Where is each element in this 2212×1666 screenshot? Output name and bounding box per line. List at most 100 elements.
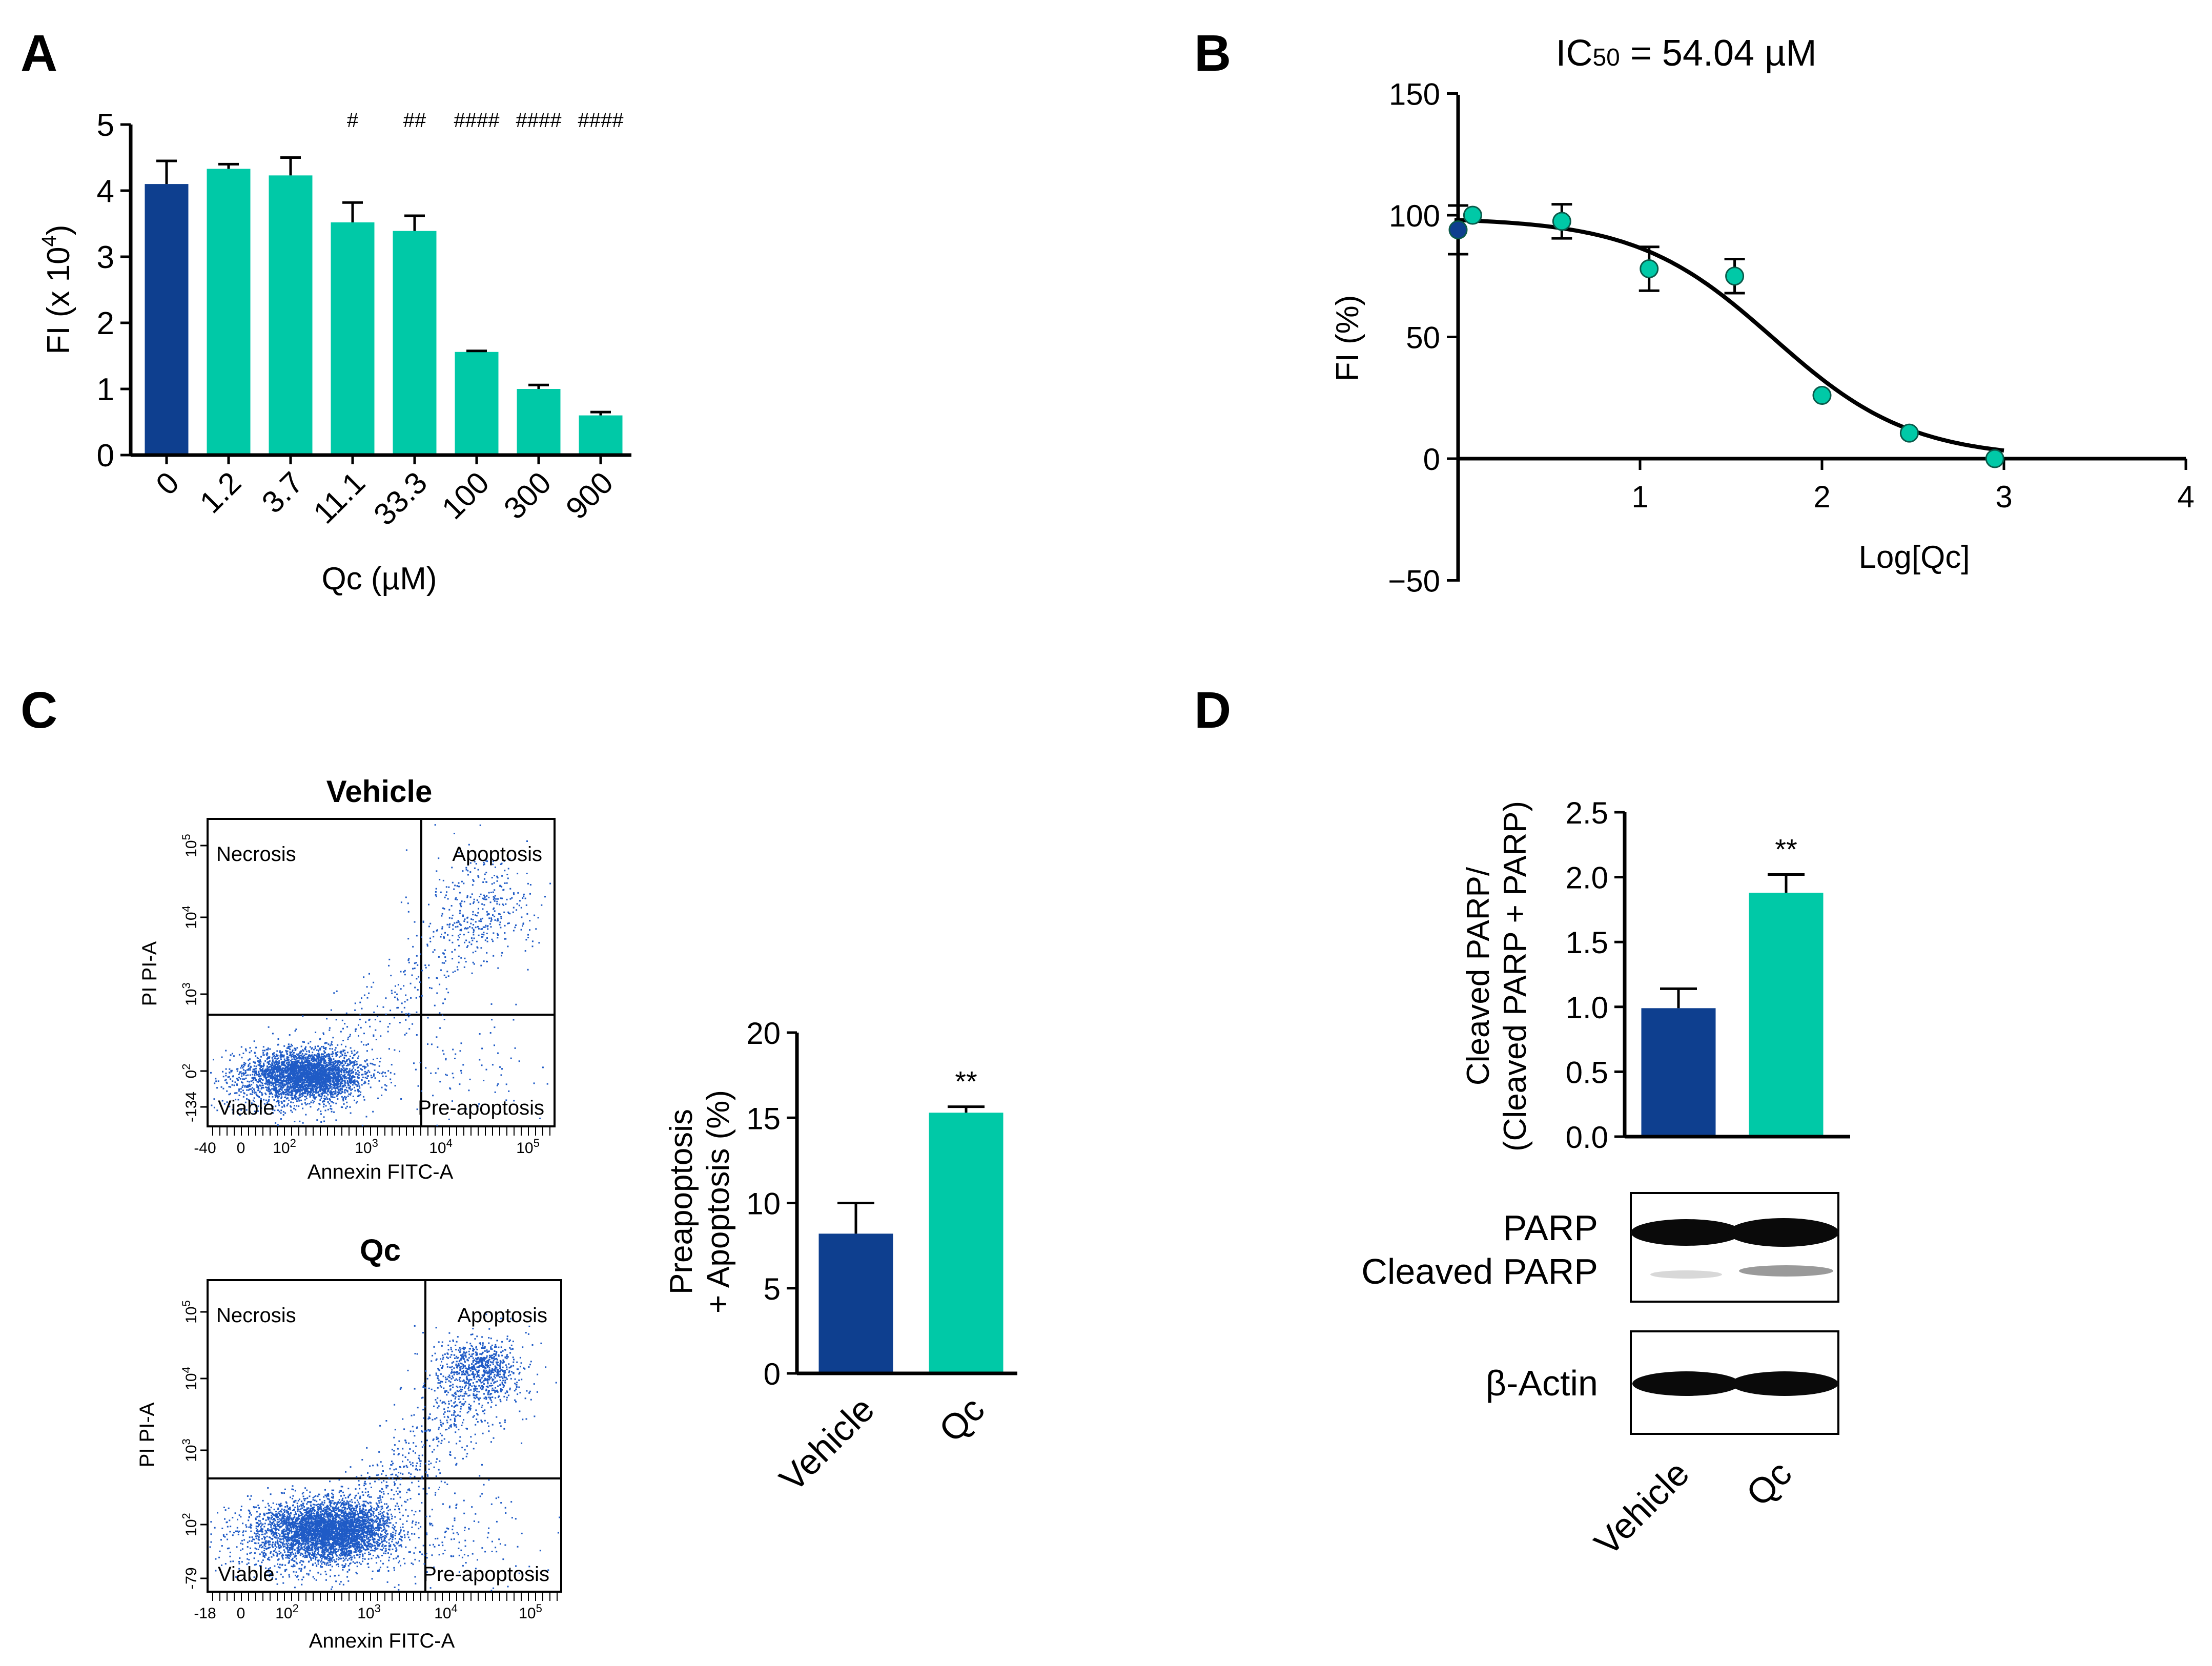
blot-lane-vehicle: Vehicle [1587, 1453, 1697, 1563]
flow-event-dots [209, 1313, 561, 1592]
a-bar [207, 169, 251, 455]
band-parp-qc [1728, 1218, 1839, 1247]
a-y-tick-label: 2 [97, 306, 114, 341]
panel-letter-a: A [21, 25, 57, 82]
flow-x-tick-label: 105 [519, 1602, 542, 1622]
flow-x-tick-label: 102 [275, 1602, 299, 1622]
panel-d-parp-bar-chart: ** 0.0 0.5 1.0 1.5 2.0 2.5 Cleaved PARP/(Clea… [1461, 796, 1850, 1155]
flow-x-tick-label: -40 [194, 1140, 216, 1157]
b-fit-curve [1454, 218, 2004, 453]
a-bar [579, 415, 623, 455]
c-y-tick-label: 0 [764, 1357, 781, 1391]
d-y-tick-label: 1.0 [1566, 991, 1608, 1025]
b-data-point [1640, 259, 1659, 278]
band-actin-vehicle [1632, 1371, 1740, 1396]
a-y-tick-label: 1 [97, 372, 114, 407]
a-x-tick-label: 0 [149, 465, 186, 502]
flow-x-tick-label: 105 [516, 1137, 540, 1157]
flow-vehicle-q-preapoptosis: Pre-apoptosis [418, 1097, 544, 1119]
flow-y-tick-label: 103 [180, 1438, 200, 1462]
b-y-tick-label: −50 [1388, 564, 1440, 599]
b-x-axis-label: Log[Qc] [1858, 540, 1970, 575]
b-y-tick-label: 50 [1406, 321, 1440, 355]
flow-y-tick-label: 02 [180, 1064, 200, 1079]
flow-y-tick-label: 102 [180, 1513, 200, 1536]
flow-y-tick-label: 104 [180, 1367, 200, 1390]
band-cleaved-qc [1739, 1265, 1833, 1277]
d-y-tick-label: 1.5 [1566, 925, 1608, 960]
panel-letter-d: D [1194, 682, 1231, 739]
flow-qc-title: Qc [360, 1233, 401, 1267]
flow-qc-q-viable: Viable [218, 1563, 274, 1586]
flow-qc-q-necrosis: Necrosis [216, 1304, 296, 1327]
a-x-tick-label: 11.1 [306, 465, 372, 530]
flow-y-tick-label: 103 [180, 982, 200, 1006]
a-y-axis-label: FI (x 104) [38, 224, 76, 354]
b-y-tick-label: 100 [1389, 199, 1440, 233]
b-data-point [1725, 266, 1745, 286]
a-y-tick-label: 3 [97, 240, 114, 275]
a-significance-label: ## [403, 109, 426, 132]
c-y-tick-label: 20 [746, 1016, 781, 1051]
flow-vehicle-x-label: Annexin FITC-A [308, 1161, 454, 1183]
flow-x-tick-label: 104 [429, 1137, 453, 1157]
flow-vehicle-frame [207, 818, 556, 1127]
flow-qc-q-preapoptosis: Pre-apoptosis [423, 1563, 549, 1586]
d-bar [1749, 892, 1824, 1137]
panel-c-apoptosis-bar-chart: ** 0 5 10 15 20 Vehicle Qc Preapoptosis+ Apop… [664, 1016, 1017, 1499]
panel-letter-c: C [21, 682, 57, 739]
b-data-point [1463, 205, 1482, 225]
b-x-tick-label: 4 [2177, 480, 2194, 514]
flow-vehicle-y-label: PI PI-A [138, 941, 161, 1006]
b-data-point [1448, 220, 1468, 239]
flow-y-tick-label: -79 [183, 1567, 200, 1589]
flow-y-tick-label: 105 [180, 834, 200, 857]
flow-qc-q-apoptosis: Apoptosis [457, 1304, 547, 1327]
blot-parp-frame [1630, 1192, 1839, 1303]
c-y-tick-label: 10 [746, 1187, 781, 1221]
a-x-tick-label: 300 [497, 465, 558, 526]
flow-x-tick-label: 103 [357, 1602, 381, 1622]
a-significance-label: # [347, 109, 359, 132]
blot-lane-qc: Qc [1738, 1453, 1799, 1513]
flow-qc-x-label: Annexin FITC-A [309, 1630, 455, 1652]
flow-vehicle-q-apoptosis: Apoptosis [452, 843, 542, 866]
flow-x-tick-label: 104 [434, 1602, 458, 1622]
c-x-tick-label: Qc [931, 1389, 992, 1449]
flow-plot-qc: Qc Necrosis Apoptosis Viable Pre-apoptos… [136, 1233, 562, 1652]
flow-x-tick-label: 0 [237, 1140, 245, 1157]
a-x-tick-label: 100 [435, 465, 496, 526]
flow-x-tick-label: 102 [273, 1137, 296, 1157]
d-y-tick-label: 2.5 [1566, 796, 1608, 830]
b-data-point [1899, 423, 1919, 443]
d-significance-label: ** [1775, 833, 1797, 866]
a-y-tick-label: 0 [97, 438, 114, 474]
flow-vehicle-events [210, 824, 551, 1126]
a-x-tick-label: 33.3 [367, 465, 434, 532]
a-bar [145, 184, 189, 456]
c-x-tick-label: Vehicle [772, 1389, 882, 1499]
flow-vehicle-q-necrosis: Necrosis [216, 843, 296, 866]
flow-x-tick-label: 103 [355, 1137, 378, 1157]
flow-y-tick-label: 105 [180, 1300, 200, 1324]
a-bar [455, 352, 499, 455]
b-y-axis-label: FI (%) [1330, 295, 1365, 382]
a-significance-label: #### [578, 109, 624, 132]
c-significance-label: ** [955, 1065, 977, 1098]
b-data-point [1552, 212, 1571, 231]
a-x-tick-label: 900 [559, 465, 620, 526]
b-data-point [1812, 386, 1832, 405]
b-data-point [1985, 449, 2004, 468]
b-x-tick-label: 1 [1631, 480, 1648, 514]
a-y-tick-label: 4 [97, 174, 114, 209]
b-ic50-title: IC50 = 54.04 µM [1555, 33, 1816, 74]
d-y-tick-label: 0.0 [1566, 1120, 1608, 1155]
flow-y-tick-label: -134 [183, 1092, 200, 1122]
flow-vehicle-title: Vehicle [326, 774, 433, 809]
a-x-axis-label: Qc (µM) [321, 561, 437, 597]
c-bar [818, 1233, 893, 1373]
d-y-tick-label: 2.0 [1566, 861, 1608, 895]
d-y-tick-label: 0.5 [1566, 1055, 1608, 1089]
